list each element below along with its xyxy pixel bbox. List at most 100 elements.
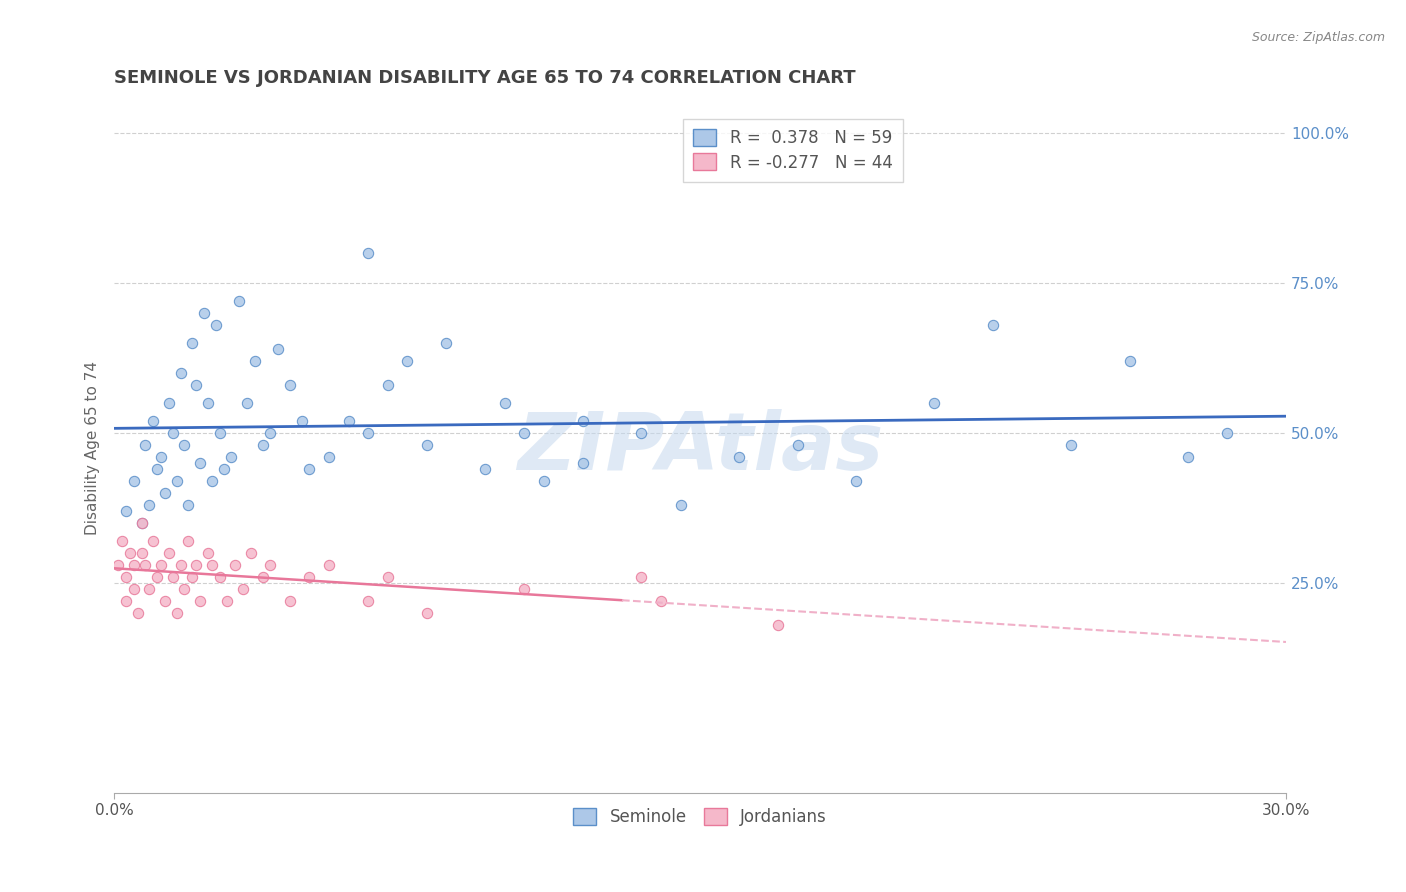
Point	[134, 558, 156, 572]
Point	[188, 456, 211, 470]
Point	[1060, 438, 1083, 452]
Point	[228, 294, 250, 309]
Point	[201, 558, 224, 572]
Point	[134, 438, 156, 452]
Point	[267, 342, 290, 356]
Point	[157, 396, 180, 410]
Point	[208, 425, 231, 440]
Point	[845, 474, 868, 488]
Point	[146, 462, 169, 476]
Point	[153, 594, 176, 608]
Point	[318, 558, 340, 572]
Point	[138, 582, 160, 596]
Point	[1216, 425, 1239, 440]
Point	[166, 606, 188, 620]
Point	[111, 533, 134, 548]
Point	[337, 414, 360, 428]
Point	[513, 582, 536, 596]
Point	[150, 450, 173, 464]
Point	[169, 366, 191, 380]
Point	[513, 425, 536, 440]
Point	[533, 474, 555, 488]
Point	[208, 570, 231, 584]
Point	[278, 594, 301, 608]
Point	[232, 582, 254, 596]
Point	[115, 504, 138, 518]
Point	[122, 558, 145, 572]
Point	[357, 594, 380, 608]
Point	[259, 558, 281, 572]
Point	[177, 498, 200, 512]
Point	[181, 570, 204, 584]
Point	[186, 378, 208, 392]
Point	[298, 570, 321, 584]
Point	[572, 414, 595, 428]
Point	[115, 570, 138, 584]
Point	[142, 414, 165, 428]
Point	[162, 570, 184, 584]
Point	[924, 396, 946, 410]
Point	[169, 558, 191, 572]
Point	[127, 606, 149, 620]
Point	[252, 438, 274, 452]
Point	[201, 474, 224, 488]
Text: SEMINOLE VS JORDANIAN DISABILITY AGE 65 TO 74 CORRELATION CHART: SEMINOLE VS JORDANIAN DISABILITY AGE 65 …	[114, 69, 856, 87]
Point	[357, 425, 380, 440]
Point	[1177, 450, 1199, 464]
Point	[357, 246, 380, 260]
Point	[186, 558, 208, 572]
Point	[572, 456, 595, 470]
Point	[217, 594, 239, 608]
Point	[138, 498, 160, 512]
Point	[243, 354, 266, 368]
Point	[278, 378, 301, 392]
Point	[131, 546, 153, 560]
Text: Source: ZipAtlas.com: Source: ZipAtlas.com	[1251, 31, 1385, 45]
Point	[142, 533, 165, 548]
Point	[728, 450, 751, 464]
Point	[197, 546, 219, 560]
Point	[188, 594, 211, 608]
Point	[494, 396, 516, 410]
Point	[173, 582, 195, 596]
Point	[415, 606, 437, 620]
Point	[146, 570, 169, 584]
Point	[131, 516, 153, 530]
Legend: Seminole, Jordanians: Seminole, Jordanians	[567, 801, 834, 832]
Point	[415, 438, 437, 452]
Point	[474, 462, 496, 476]
Text: ZIPAtlas: ZIPAtlas	[517, 409, 883, 487]
Point	[115, 594, 138, 608]
Point	[177, 533, 200, 548]
Point	[193, 306, 215, 320]
Point	[981, 318, 1004, 332]
Point	[669, 498, 692, 512]
Point	[122, 474, 145, 488]
Point	[630, 570, 652, 584]
Point	[173, 438, 195, 452]
Point	[212, 462, 235, 476]
Point	[318, 450, 340, 464]
Point	[377, 378, 399, 392]
Point	[153, 486, 176, 500]
Point	[239, 546, 262, 560]
Point	[650, 594, 672, 608]
Point	[786, 438, 808, 452]
Point	[630, 425, 652, 440]
Point	[236, 396, 259, 410]
Point	[224, 558, 246, 572]
Point	[396, 354, 419, 368]
Point	[166, 474, 188, 488]
Point	[157, 546, 180, 560]
Point	[298, 462, 321, 476]
Point	[291, 414, 314, 428]
Point	[377, 570, 399, 584]
Point	[150, 558, 173, 572]
Point	[122, 582, 145, 596]
Point	[252, 570, 274, 584]
Point	[107, 558, 129, 572]
Point	[434, 336, 457, 351]
Point	[162, 425, 184, 440]
Point	[204, 318, 226, 332]
Point	[766, 617, 789, 632]
